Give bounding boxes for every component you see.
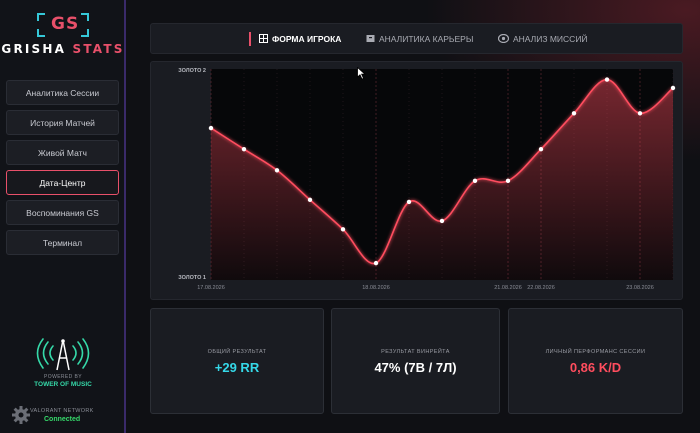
tab-mission-analysis[interactable]: АНАЛИЗ МИССИЙ: [498, 24, 588, 53]
data-point: [505, 178, 511, 184]
sidebar-nav: Аналитика Сессии История Матчей Живой Ма…: [6, 80, 119, 260]
tab-label: АНАЛИЗ МИССИЙ: [513, 33, 588, 44]
active-tab-marker: [249, 31, 251, 46]
data-point: [340, 227, 346, 232]
card-value: 0,86 K/D: [569, 360, 622, 375]
x-tick-label: 23.08.2026: [626, 285, 654, 291]
card-label: ОБЩИЙ РЕЗУЛЬТАТ: [207, 349, 267, 355]
tab-label: АНАЛИТИКА КАРЬЕРЫ: [379, 33, 474, 44]
data-point: [472, 178, 478, 184]
tab-player-form[interactable]: ФОРМА ИГРОКА: [249, 24, 341, 53]
data-point: [241, 146, 247, 152]
radio-tower-icon: [36, 338, 90, 371]
card-winrate-result: РЕЗУЛЬТАТ ВИНРЕЙТА 47% (7В / 7Л): [331, 308, 500, 414]
sidebar-item-match-history[interactable]: История Матчей: [6, 110, 119, 135]
powered-by-label: POWERED BY: [44, 374, 82, 380]
data-point: [373, 260, 379, 266]
card-value: +29 RR: [214, 360, 260, 375]
data-point: [538, 146, 544, 152]
series-area: [211, 79, 673, 280]
target-icon: [498, 34, 509, 43]
y-tick-label: ЗОЛОТО 2: [178, 68, 206, 74]
y-tick-label: ЗОЛОТО 1: [178, 275, 206, 281]
x-tick-label: 22.08.2026: [527, 285, 555, 291]
data-point: [307, 197, 313, 203]
sidebar-item-gs-memories[interactable]: Воспоминания GS: [6, 200, 119, 225]
logo: GS: [37, 13, 89, 37]
x-tick-label: 21.08.2026: [494, 285, 522, 291]
archive-icon: [366, 35, 375, 42]
data-point: [670, 85, 676, 91]
sidebar-item-terminal[interactable]: Терминал: [6, 230, 119, 255]
data-point: [571, 111, 577, 116]
main-content: ФОРМА ИГРОКА АНАЛИТИКА КАРЬЕРЫ АНАЛИЗ МИ…: [126, 0, 700, 433]
player-form-chart: ЗОЛОТО 2 ЗОЛОТО 1 17.08.2026 18.08.2026 21.0…: [178, 68, 676, 291]
network-label: VALORANT NETWORK: [30, 408, 94, 414]
card-session-performance: ЛИЧНЫЙ ПЕРФОРМАНС СЕССИИ 0,86 K/D: [508, 308, 683, 414]
sidebar-item-data-center[interactable]: Дата-Центр: [6, 170, 119, 195]
data-point: [406, 199, 412, 205]
x-tick-label: 18.08.2026: [362, 285, 390, 291]
card-label: РЕЗУЛЬТАТ ВИНРЕЙТА: [381, 349, 450, 355]
tab-career-analytics[interactable]: АНАЛИТИКА КАРЬЕРЫ: [366, 24, 473, 53]
data-point: [274, 168, 280, 173]
mouse-cursor-icon: [357, 67, 366, 80]
app-title: GRISHA STATS: [1, 42, 125, 56]
data-point: [439, 218, 445, 224]
data-point: [604, 77, 610, 82]
tab-bar: ФОРМА ИГРОКА АНАЛИТИКА КАРЬЕРЫ АНАЛИЗ МИ…: [150, 23, 683, 54]
tower-of-music-label: TOWER OF MUSIC: [34, 381, 92, 388]
network-status: Connected: [44, 416, 81, 423]
logo-gs: GS: [51, 14, 80, 34]
x-tick-label: 17.08.2026: [197, 285, 225, 291]
data-point: [208, 125, 214, 131]
card-value: 47% (7В / 7Л): [374, 360, 457, 375]
card-total-result: ОБЩИЙ РЕЗУЛЬТАТ +29 RR: [150, 308, 324, 414]
gear-icon[interactable]: [11, 405, 31, 425]
sidebar-item-session-analytics[interactable]: Аналитика Сессии: [6, 80, 119, 105]
sidebar: GS GRISHA STATS Аналитика Сессии История…: [0, 0, 126, 433]
data-point: [637, 111, 643, 116]
tab-label: ФОРМА ИГРОКА: [272, 33, 342, 44]
chart-panel: ЗОЛОТО 2 ЗОЛОТО 1 17.08.2026 18.08.2026 21.0…: [150, 61, 683, 300]
card-label: ЛИЧНЫЙ ПЕРФОРМАНС СЕССИИ: [545, 349, 646, 355]
grid-icon: [259, 34, 268, 43]
sidebar-item-live-match[interactable]: Живой Матч: [6, 140, 119, 165]
